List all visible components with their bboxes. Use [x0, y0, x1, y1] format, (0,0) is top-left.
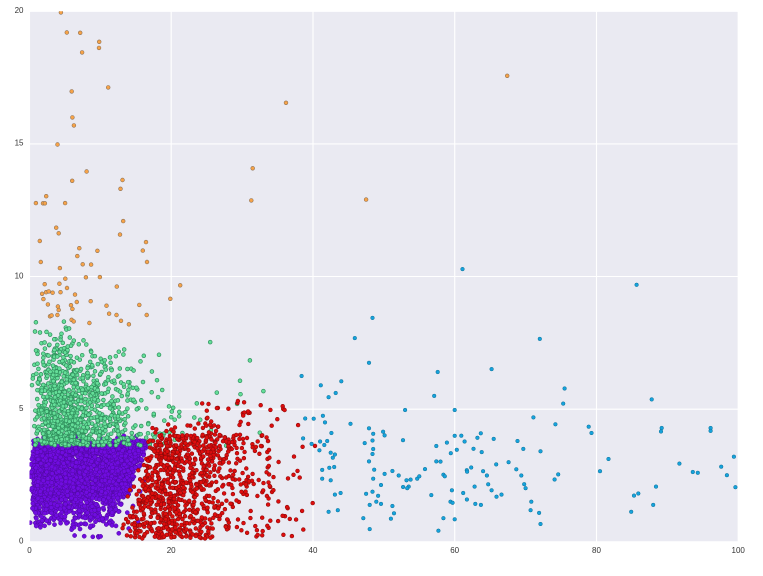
svg-text:80: 80: [592, 546, 601, 555]
svg-text:5: 5: [19, 404, 24, 413]
svg-text:40: 40: [309, 546, 318, 555]
svg-text:0: 0: [19, 537, 24, 546]
svg-text:20: 20: [167, 546, 176, 555]
svg-text:0: 0: [27, 546, 32, 555]
svg-text:60: 60: [450, 546, 459, 555]
svg-text:100: 100: [732, 546, 746, 555]
svg-text:15: 15: [15, 139, 24, 148]
svg-text:20: 20: [15, 6, 24, 15]
svg-text:10: 10: [15, 271, 24, 280]
